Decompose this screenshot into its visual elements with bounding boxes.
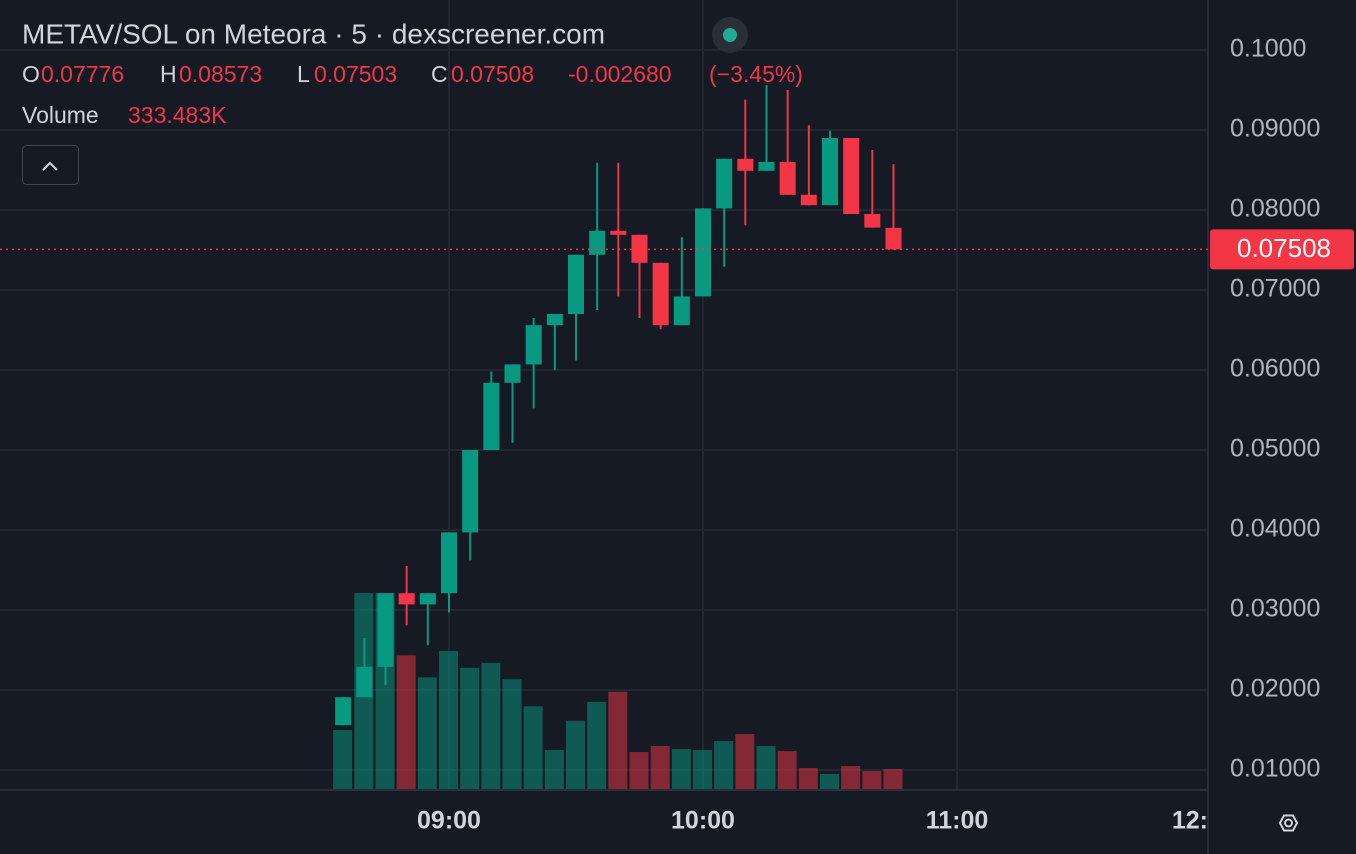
y-tick-label: 0.03000: [1230, 595, 1320, 623]
y-tick-label: 0.01000: [1230, 755, 1320, 783]
candle-body: [758, 162, 775, 171]
candle-body: [419, 593, 436, 605]
x-tick-label: 11:00: [926, 807, 989, 835]
candle-body: [462, 450, 479, 533]
volume-bar: [883, 769, 903, 790]
change: -0.002680: [568, 61, 672, 87]
volume-bar: [841, 766, 861, 790]
y-tick-label: 0.08000: [1230, 195, 1320, 223]
settings-icon-center: [1284, 818, 1293, 828]
header: METAV/SOL on Meteora · 5 · dexscreener.c…: [22, 17, 803, 185]
candle-body: [568, 254, 584, 314]
volume-bar: [735, 734, 755, 790]
volume-bar: [862, 770, 882, 790]
volume-bar: [629, 752, 649, 790]
y-tick-label: 0.02000: [1230, 675, 1320, 703]
candle-layer: [335, 85, 902, 726]
y-tick-label: 0.05000: [1230, 435, 1320, 463]
volume-bar: [693, 750, 712, 790]
volume-layer: [333, 593, 903, 790]
y-tick-label: 0.1000: [1230, 35, 1306, 63]
last-price-tag: [1210, 229, 1354, 270]
candle-body: [525, 325, 542, 365]
candle-body: [398, 593, 415, 605]
volume-bar: [671, 749, 691, 790]
candle-body: [716, 158, 733, 209]
volume-bar: [650, 746, 670, 790]
candle-body: [843, 138, 860, 214]
y-tick-label: 0.06000: [1230, 355, 1320, 383]
volume-bar: [756, 746, 776, 790]
volume-bar: [417, 677, 437, 790]
ohlc-value: 0.07503: [314, 61, 397, 87]
volume-bar: [566, 720, 585, 790]
candle-body: [631, 234, 648, 263]
volume-bar: [396, 655, 416, 790]
ohlc-letter: O: [22, 61, 40, 87]
candle-body: [546, 314, 563, 326]
status-dot: [723, 28, 737, 42]
x-tick-label: 10:00: [671, 807, 735, 835]
ohlc-letter: H: [160, 61, 177, 87]
volume-bar: [587, 701, 607, 790]
volume-title: Volume: [22, 102, 99, 128]
candle-body: [504, 364, 521, 383]
candle-body: [377, 593, 394, 667]
volume-bar: [714, 741, 734, 790]
ohlc-value: 0.08573: [179, 61, 262, 87]
x-tick-label: 12:: [1172, 807, 1208, 835]
collapse-icon: [42, 161, 58, 171]
ohlc-value: 0.07776: [41, 61, 124, 87]
candle-body: [737, 158, 754, 171]
candle-body: [695, 208, 711, 297]
change-pct: (−3.45%): [709, 61, 803, 87]
volume-bar: [460, 667, 480, 790]
candle-body: [822, 138, 838, 206]
candle-body: [864, 214, 881, 228]
last-price-label: 0.07508: [1237, 233, 1331, 263]
volume-bar: [608, 691, 628, 790]
candle-body: [885, 227, 902, 250]
volume-bar: [820, 774, 839, 790]
volume-bar: [798, 768, 818, 790]
candle-body: [800, 194, 817, 206]
settings-button[interactable]: [1278, 814, 1299, 832]
volume-bar: [523, 706, 543, 790]
y-tick-label: 0.04000: [1230, 515, 1320, 543]
ohlc-letter: L: [297, 61, 310, 87]
candle-body: [356, 666, 373, 698]
candle-body: [441, 532, 457, 594]
y-tick-label: 0.09000: [1230, 115, 1320, 143]
candle-body: [335, 697, 352, 726]
ohlc-value: 0.07508: [451, 61, 534, 87]
volume-bar: [777, 751, 797, 790]
volume-value: 333.483K: [128, 102, 227, 128]
candle-body: [673, 296, 690, 326]
candle-body: [652, 262, 669, 326]
volume-bar: [502, 679, 522, 790]
settings-icon: [1278, 814, 1299, 832]
x-tick-label: 09:00: [417, 807, 481, 835]
chart-title: METAV/SOL on Meteora · 5 · dexscreener.c…: [22, 18, 605, 49]
candle-body: [610, 230, 627, 235]
candle-body: [483, 382, 500, 450]
collapse-button[interactable]: [22, 145, 79, 185]
candle-body: [589, 230, 606, 255]
volume-bar: [333, 730, 353, 790]
volume-bar: [439, 650, 458, 790]
volume-bar: [481, 662, 501, 790]
candle-body: [779, 162, 796, 195]
y-tick-label: 0.07000: [1230, 275, 1320, 303]
grid: [0, 0, 1208, 790]
volume-bar: [544, 750, 564, 790]
ohlc-letter: C: [431, 61, 448, 87]
